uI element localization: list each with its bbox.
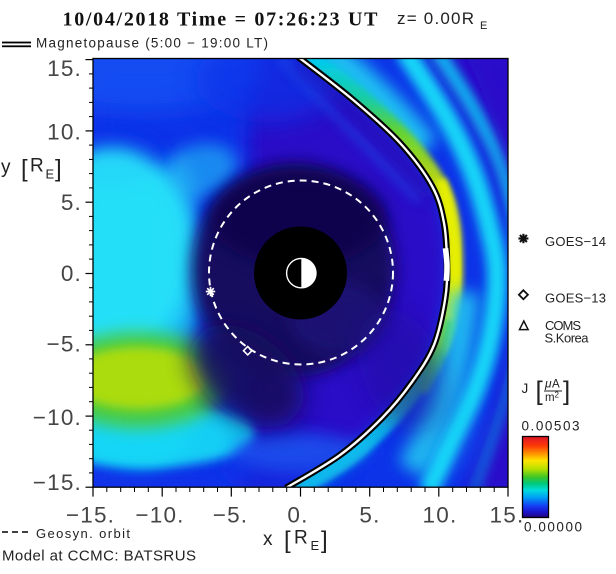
svg-text:0.00503: 0.00503: [522, 419, 580, 434]
svg-text:Magnetopause (5:00 − 19:00 LT): Magnetopause (5:00 − 19:00 LT): [36, 36, 268, 51]
svg-text:R: R: [30, 156, 44, 177]
svg-text:5.: 5.: [61, 190, 82, 215]
svg-text:]: ]: [563, 376, 570, 406]
svg-text:S.Korea: S.Korea: [545, 331, 590, 346]
svg-text:15.: 15.: [490, 503, 525, 528]
svg-text:m: m: [545, 392, 555, 404]
svg-text:y: y: [1, 157, 11, 178]
svg-text:E: E: [480, 20, 487, 32]
svg-text:0.00000: 0.00000: [524, 520, 582, 535]
svg-text:[: [: [284, 527, 291, 554]
svg-text:−15.: −15.: [33, 470, 82, 495]
svg-text:0.: 0.: [287, 503, 308, 528]
svg-text:15.: 15.: [47, 56, 82, 81]
svg-text:−5.: −5.: [213, 503, 249, 528]
svg-text:μ: μ: [544, 377, 552, 391]
svg-text:2: 2: [555, 391, 560, 400]
svg-text:A: A: [552, 379, 560, 391]
svg-text:−15.: −15.: [66, 503, 115, 528]
svg-text:COMS: COMS: [545, 318, 581, 333]
svg-text:10.: 10.: [47, 120, 82, 145]
svg-text:−5.: −5.: [46, 332, 82, 357]
svg-text:GOES−14: GOES−14: [545, 234, 606, 249]
svg-text:]: ]: [321, 527, 328, 554]
svg-text:[: [: [21, 156, 28, 183]
svg-text:J: J: [522, 381, 529, 396]
svg-text:[: [: [536, 376, 544, 406]
svg-text:z= 0.00R: z= 0.00R: [397, 9, 474, 28]
svg-text:Geosyn. orbit: Geosyn. orbit: [36, 526, 130, 541]
svg-text:R: R: [294, 528, 308, 549]
svg-text:−10.: −10.: [135, 503, 184, 528]
svg-text:Model at CCMC: BATSRUS: Model at CCMC: BATSRUS: [2, 548, 196, 565]
svg-text:x: x: [263, 529, 273, 550]
svg-text:5.: 5.: [359, 503, 380, 528]
svg-text:0.: 0.: [61, 261, 82, 286]
svg-text:10.: 10.: [423, 503, 458, 528]
svg-text:10/04/2018 Time = 07:26:23 UT: 10/04/2018 Time = 07:26:23 UT: [63, 9, 379, 31]
svg-text:E: E: [46, 167, 55, 182]
svg-text:−10.: −10.: [33, 405, 82, 430]
svg-text:E: E: [311, 538, 320, 553]
svg-text:]: ]: [55, 156, 62, 183]
svg-text:GOES−13: GOES−13: [545, 291, 606, 306]
